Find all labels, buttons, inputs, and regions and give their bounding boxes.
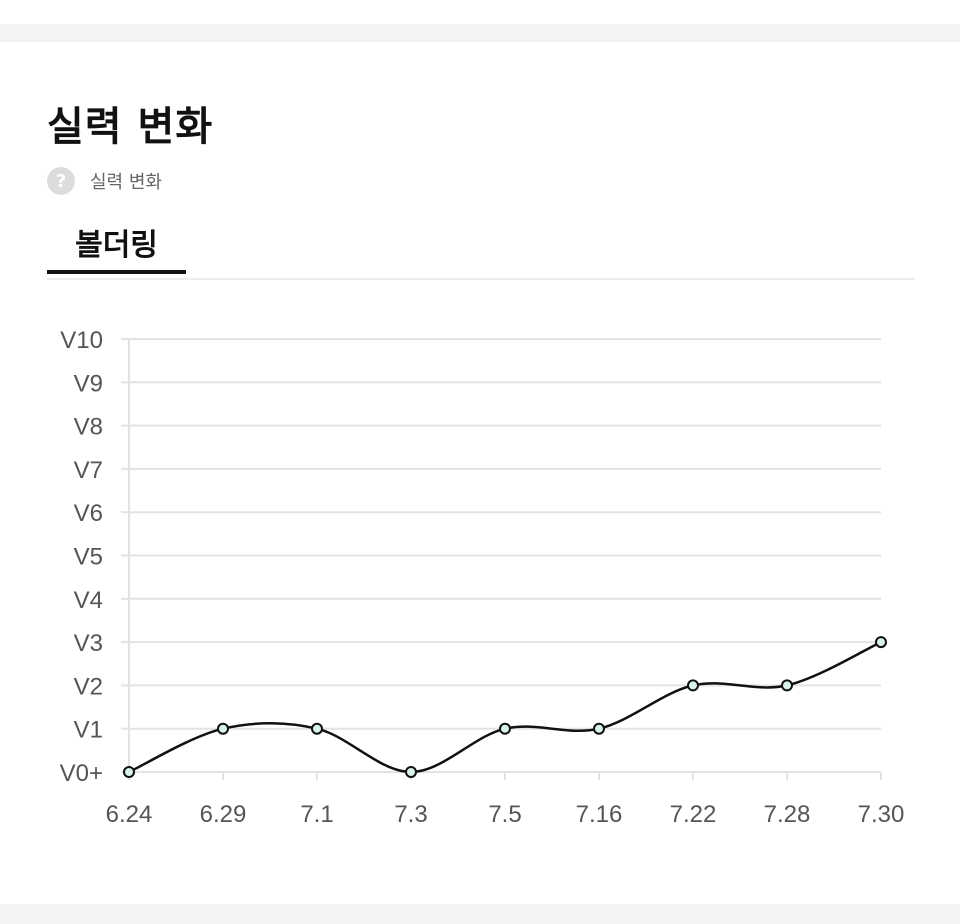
data-point xyxy=(123,766,135,778)
page-title: 실력 변화 xyxy=(47,104,214,150)
tab-bouldering[interactable]: 볼더링 xyxy=(47,218,186,274)
help-label: 실력 변화 xyxy=(90,172,162,193)
y-tick-label: V0+ xyxy=(60,760,103,787)
x-tick-label: 6.24 xyxy=(106,801,153,828)
y-tick-label: V4 xyxy=(74,587,103,614)
x-tick-label: 7.3 xyxy=(394,801,427,828)
x-tick-label: 7.5 xyxy=(488,801,521,828)
data-point xyxy=(405,766,417,778)
tab-bar: 볼더링 xyxy=(47,218,915,280)
y-tick-label: V2 xyxy=(74,673,103,700)
data-point xyxy=(875,636,887,649)
y-tick-label: V5 xyxy=(74,544,103,571)
y-tick-label: V1 xyxy=(74,717,103,744)
x-tick-label: 7.30 xyxy=(858,801,905,828)
help-row[interactable]: ? 실력 변화 xyxy=(47,167,162,195)
x-tick-label: 7.1 xyxy=(300,801,333,828)
y-tick-label: V3 xyxy=(74,630,103,657)
y-tick-label: V7 xyxy=(74,457,103,484)
series-line xyxy=(128,640,882,774)
top-separator xyxy=(0,24,960,42)
y-tick-label: V6 xyxy=(74,500,103,527)
x-tick-label: 6.29 xyxy=(200,801,247,828)
y-tick-label: V8 xyxy=(74,414,103,441)
data-point xyxy=(311,722,323,735)
x-tick-label: 7.22 xyxy=(670,801,717,828)
y-tick-label: V10 xyxy=(60,327,103,354)
question-icon[interactable]: ? xyxy=(47,167,75,195)
x-tick-label: 7.16 xyxy=(576,801,623,828)
bottom-separator xyxy=(0,904,960,924)
top-band xyxy=(0,0,960,24)
data-point xyxy=(217,722,229,735)
skill-line-chart: V0+ V1 V2 V3 V4 V5 V6 V7 V8 V9 V10 6.24 6.29 7.1 7.3 7.… xyxy=(60,327,905,828)
data-point xyxy=(687,679,699,692)
data-point xyxy=(781,679,793,692)
x-tick-label: 7.28 xyxy=(764,801,811,828)
y-tick-label: V9 xyxy=(74,370,103,397)
data-point xyxy=(593,722,605,735)
data-point xyxy=(499,722,511,735)
